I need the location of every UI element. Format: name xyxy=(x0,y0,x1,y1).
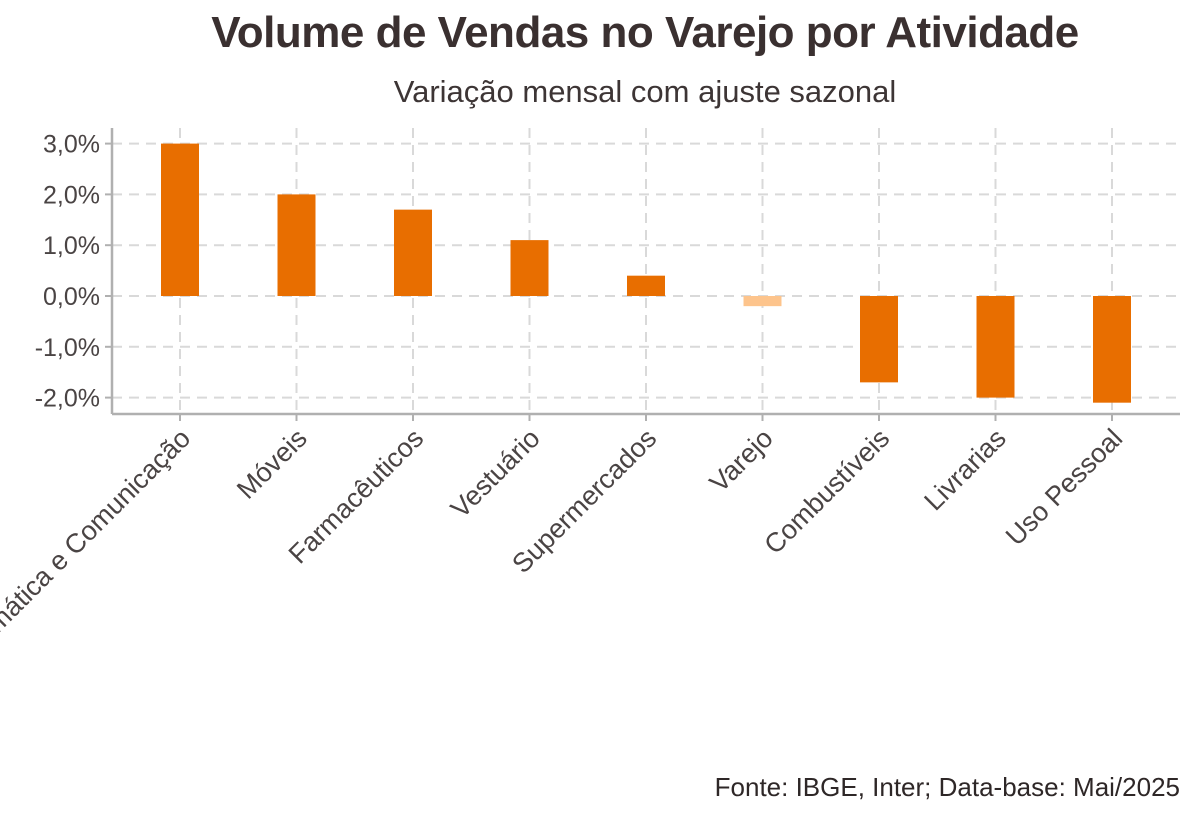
x-tick-label: Vestuário xyxy=(445,423,546,524)
bar-livrarias xyxy=(976,296,1015,398)
x-tick-labels: Informática e Comunicação MóveisFarmacêut… xyxy=(0,423,1128,677)
chart-title: Volume de Vendas no Varejo por Atividade xyxy=(211,8,1079,57)
source-caption: Fonte: IBGE, Inter; Data-base: Mai/2025 xyxy=(714,772,1180,802)
x-tick-label: Móveis xyxy=(231,423,313,505)
y-tick-label: -2,0% xyxy=(35,385,100,413)
y-tick-labels: 3,0% 2,0% 1,0% 0,0% -1,0% -2,0% xyxy=(35,131,100,413)
bar-vestuario xyxy=(510,240,549,296)
bar-informatica-e-comunicacao xyxy=(161,143,199,296)
bar-combustiveis xyxy=(860,296,898,383)
bar-varejo xyxy=(743,296,782,307)
y-tick-label: -1,0% xyxy=(35,334,100,362)
y-tick-label: 0,0% xyxy=(43,283,100,311)
x-tick-label: Varejo xyxy=(704,423,779,498)
x-tick-label: Livrarias xyxy=(918,423,1011,516)
y-tick-label: 3,0% xyxy=(43,131,100,159)
chart-subtitle: Variação mensal com ajuste sazonal xyxy=(393,74,897,109)
y-tick-label: 1,0% xyxy=(43,232,100,260)
grid-lines xyxy=(112,128,1180,414)
y-tick-label: 2,0% xyxy=(43,181,100,209)
bars xyxy=(161,143,1131,403)
axes xyxy=(105,128,1180,421)
bar-uso-pessoal xyxy=(1093,296,1131,403)
bar-supermercados xyxy=(627,275,665,296)
x-tick-label: Informática e Comunicação xyxy=(0,423,196,677)
x-tick-label: Uso Pessoal xyxy=(1000,423,1128,551)
bar-moveis xyxy=(277,194,316,296)
x-tick-label: Combustíveis xyxy=(758,423,895,560)
bar-farmaceuticos xyxy=(394,209,432,296)
